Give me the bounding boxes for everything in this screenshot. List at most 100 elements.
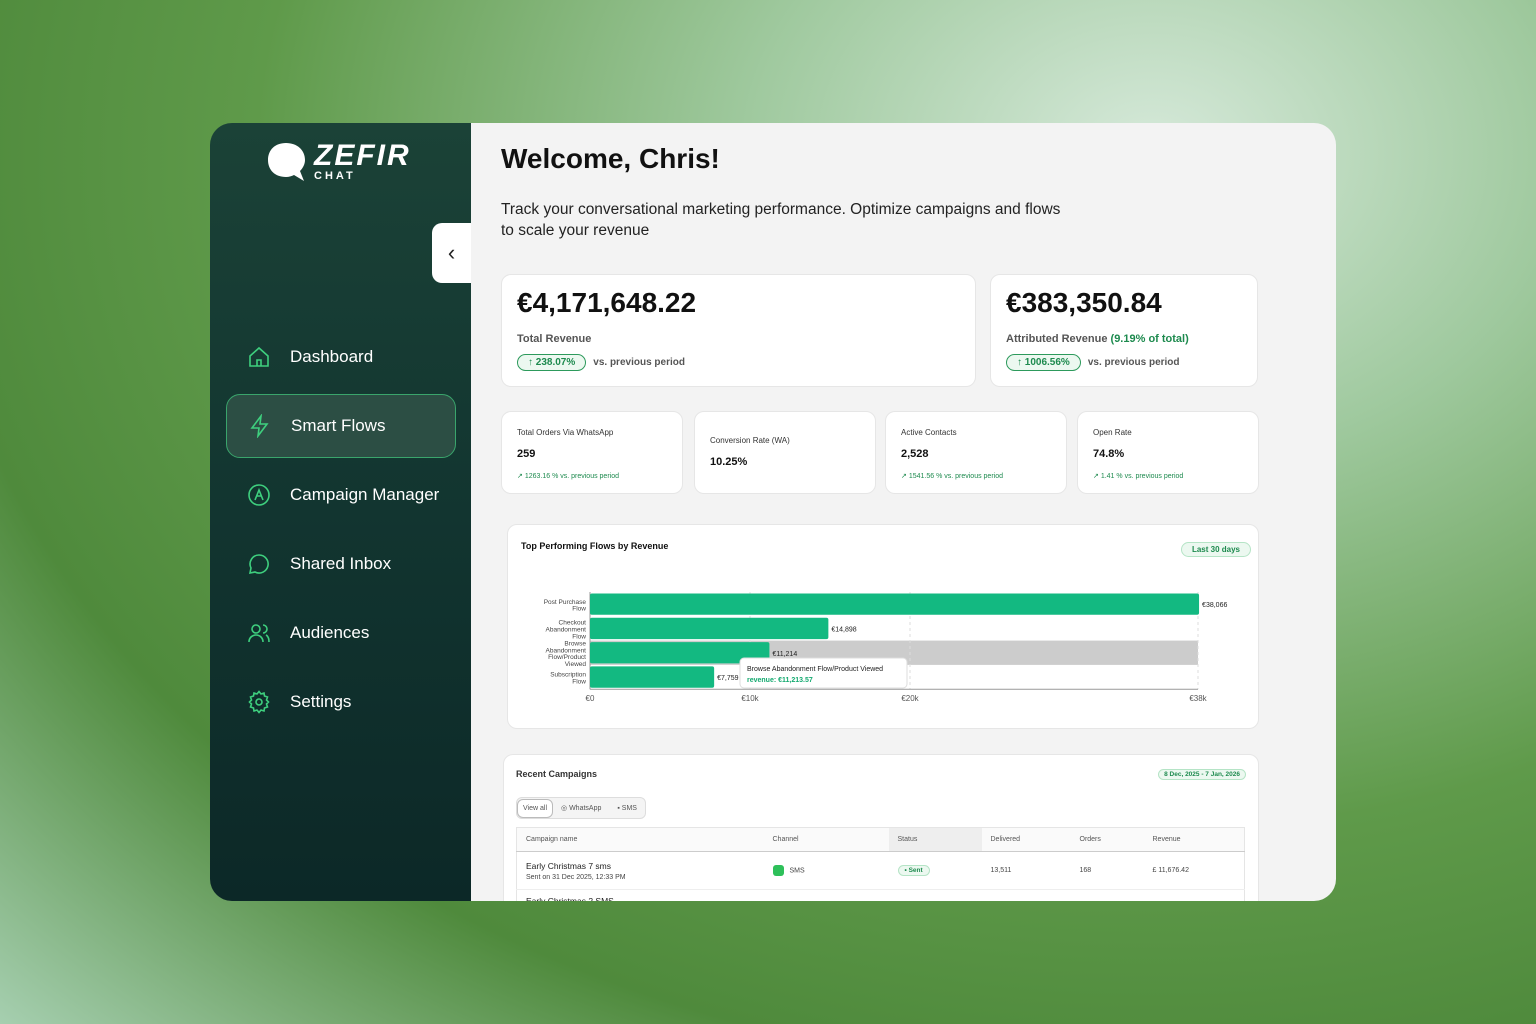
tooltip-value: revenue: €11,213.57: [747, 677, 813, 684]
status-text: Sent: [908, 867, 923, 874]
lightning-icon: [247, 413, 273, 439]
bar-chart: €0 €10k €20k €38k €38,066 Post Purchase Flow €1…: [544, 592, 1227, 703]
y-tick-label: Browse Abandonment Flow/Product Viewed: [546, 641, 587, 668]
col-status[interactable]: Status: [888, 827, 982, 852]
brand-name: ZEFIR: [314, 139, 411, 172]
bar-value-label: €14,898: [831, 626, 856, 633]
date-range-badge[interactable]: Last 30 days: [1180, 542, 1251, 557]
bar: [590, 593, 1200, 615]
sidebar-item-settings[interactable]: Settings: [226, 670, 456, 734]
stat-card: Active Contacts 2,528 ↗ 1541.56 % vs. pre…: [885, 411, 1067, 494]
attributed-revenue-value: €383,350.84: [1006, 287, 1162, 318]
sidebar-item-label: Smart Flows: [291, 416, 386, 435]
bar-value-label: €11,214: [772, 651, 797, 658]
change-badge: ↑ 238.07%: [517, 354, 587, 371]
home-icon: [246, 344, 272, 370]
col-delivered[interactable]: Delivered: [981, 827, 1071, 852]
sidebar-item-shared-inbox[interactable]: Shared Inbox: [226, 532, 456, 596]
revenue: £ 11,676.42: [1152, 867, 1189, 874]
sent-date: Sent on 31 Dec 2025, 12:33 PM: [526, 873, 626, 881]
brand-sub: CHAT: [314, 170, 356, 182]
stat-value: 10.25%: [710, 456, 748, 468]
bar: [590, 642, 770, 664]
table-row[interactable]: Early Christmas 7 sms Sent on 31 Dec 2025…: [516, 852, 1245, 890]
campaign-name[interactable]: Early Christmas 7 sms: [526, 860, 612, 871]
stat-card: Open Rate 74.8% ↗ 1.41 % vs. previous per…: [1077, 411, 1259, 494]
col-channel[interactable]: Channel: [763, 827, 889, 852]
sidebar-item-label: Dashboard: [290, 347, 374, 366]
filter-label: WhatsApp: [569, 805, 602, 812]
campaign-icon: [246, 482, 272, 508]
sidebar-item-label: Campaign Manager: [290, 485, 440, 504]
campaign-name[interactable]: Early Christmas 2 SMS: [526, 896, 614, 901]
stat-label: Total Orders Via WhatsApp: [517, 428, 614, 437]
sidebar-item-label: Settings: [290, 692, 352, 711]
stat-card: Total Orders Via WhatsApp 259 ↗ 1263.16 %…: [501, 411, 683, 494]
channel: SMS: [789, 867, 805, 875]
attributed-revenue-label: Attributed Revenue: [1006, 333, 1108, 345]
x-tick-label: €0: [586, 694, 595, 703]
chat-bubble-logo-icon: [268, 143, 305, 181]
page-title: Welcome, Chris!: [501, 143, 720, 174]
table-header-row: Campaign name Channel Status Delivered O…: [516, 827, 1245, 852]
vs-label: vs. previous period: [593, 357, 685, 368]
whatsapp-icon: ◎: [561, 805, 568, 812]
orders: 168: [1079, 867, 1092, 874]
x-tick-label: €38k: [1189, 694, 1207, 703]
campaigns-table: Campaign name Channel Status Delivered O…: [516, 827, 1245, 901]
filter-label: SMS: [621, 804, 637, 812]
main-panel: Welcome, Chris! Track your conversationa…: [471, 123, 1336, 901]
stat-label: Active Contacts: [901, 428, 957, 437]
vs-label: vs. previous period: [1087, 357, 1180, 368]
delivered: 13,511: [990, 867, 1012, 874]
trend-up-icon: ↗: [901, 473, 907, 480]
subtitle-line: Track your conversational marketing perf…: [501, 201, 1061, 218]
trend-up-icon: ↗: [517, 473, 523, 480]
change-value: 238.07%: [535, 357, 576, 368]
filter-whatsapp[interactable]: ◎ WhatsApp: [553, 804, 609, 812]
stat-value: 259: [517, 448, 536, 460]
collapse-sidebar-button[interactable]: ‹: [432, 223, 471, 283]
change-value: 1006.56%: [1024, 357, 1070, 368]
filter-sms[interactable]: ▪ SMS: [609, 805, 645, 812]
sidebar-item-smart-flows[interactable]: Smart Flows: [226, 394, 456, 458]
campaigns-title: Recent Campaigns: [516, 769, 598, 779]
chart-title: Top Performing Flows by Revenue: [521, 541, 669, 551]
total-revenue-label: Total Revenue: [517, 333, 592, 345]
table-row[interactable]: Early Christmas 2 SMS: [517, 890, 1245, 901]
y-tick-label: Subscription Flow: [550, 672, 586, 686]
bar-value-label: €38,066: [1202, 602, 1227, 609]
gear-icon: [246, 689, 272, 715]
col-orders[interactable]: Orders: [1070, 827, 1144, 852]
stat-change: 1541.56 % vs. previous period: [908, 473, 1003, 480]
chat-icon: [246, 551, 272, 577]
users-icon: [246, 620, 272, 646]
logo: ZEFIR CHAT: [266, 140, 411, 184]
bar-value-label: €7,759: [717, 675, 739, 682]
top-flows-chart-card: Top Performing Flows by Revenue Last 30 …: [507, 524, 1259, 729]
change-badge: ↑ 1006.56%: [1006, 354, 1081, 371]
bar: [590, 666, 715, 688]
stat-value: 74.8%: [1093, 448, 1125, 460]
recent-campaigns-card: Recent Campaigns 8 Dec, 2025 - 7 Jan, 20…: [503, 754, 1259, 901]
tooltip-title: Browse Abandonment Flow/Product Viewed: [747, 666, 883, 673]
trend-up-icon: ↗: [1093, 473, 1099, 480]
stat-card: Conversion Rate (WA) 10.25%: [694, 411, 876, 494]
sidebar-item-label: Audiences: [290, 623, 370, 642]
stat-change: 1.41 % vs. previous period: [1100, 473, 1184, 480]
sidebar-item-audiences[interactable]: Audiences: [226, 601, 456, 665]
date-range-badge[interactable]: 8 Dec, 2025 - 7 Jan, 2026: [1158, 769, 1246, 780]
chevron-left-icon: ‹: [447, 240, 456, 265]
total-revenue-value: €4,171,648.22: [517, 287, 697, 318]
bar: [590, 617, 829, 640]
sidebar-item-dashboard[interactable]: Dashboard: [226, 325, 456, 389]
col-revenue[interactable]: Revenue: [1143, 827, 1245, 852]
status-badge: • Sent: [897, 865, 930, 876]
tooltip: [739, 657, 908, 689]
col-campaign-name[interactable]: Campaign name: [516, 827, 764, 852]
y-tick-label: Checkout Abandonment Flow: [546, 620, 587, 641]
x-tick-label: €20k: [901, 694, 919, 703]
filter-view-all[interactable]: View all: [517, 798, 553, 818]
stat-label: Open Rate: [1093, 428, 1132, 437]
sidebar-item-campaign-manager[interactable]: Campaign Manager: [226, 463, 456, 527]
